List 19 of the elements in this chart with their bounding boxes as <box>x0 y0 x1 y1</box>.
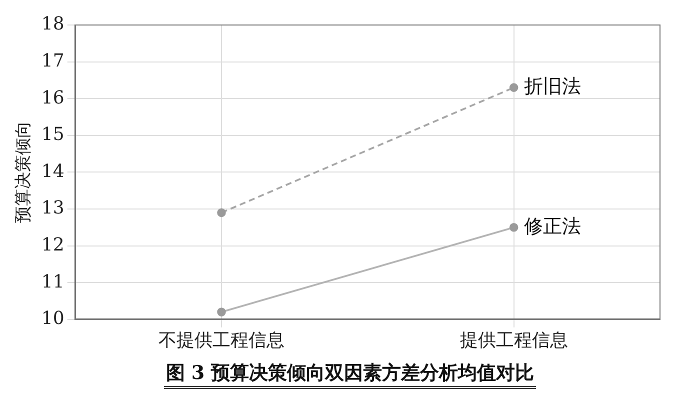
y-tick-label: 14 <box>41 160 64 182</box>
point <box>217 208 226 218</box>
series-label: 修正法 <box>524 215 581 238</box>
y-tick-label: 12 <box>41 234 64 256</box>
y-tick-label: 13 <box>41 198 64 219</box>
text: 图 3 预算决策倾向双因素方差分析均值对比 <box>164 362 536 389</box>
x-tick-label: 不提供工程信息 <box>158 330 284 351</box>
point <box>509 223 518 232</box>
y-tick-label: 18 <box>41 14 64 35</box>
y-tick-label: 17 <box>41 50 64 72</box>
point <box>217 308 226 316</box>
x-tick-label: 提供工程信息 <box>460 330 568 351</box>
y-tick-label: 16 <box>41 87 64 108</box>
y-tick-label: 15 <box>41 124 64 146</box>
series-label: 折旧法 <box>524 75 581 98</box>
y-tick-label: 10 <box>41 308 64 330</box>
y-axis-title: 预算决策倾向 <box>14 121 34 224</box>
y-tick-label: 11 <box>41 271 64 292</box>
point <box>509 83 518 92</box>
